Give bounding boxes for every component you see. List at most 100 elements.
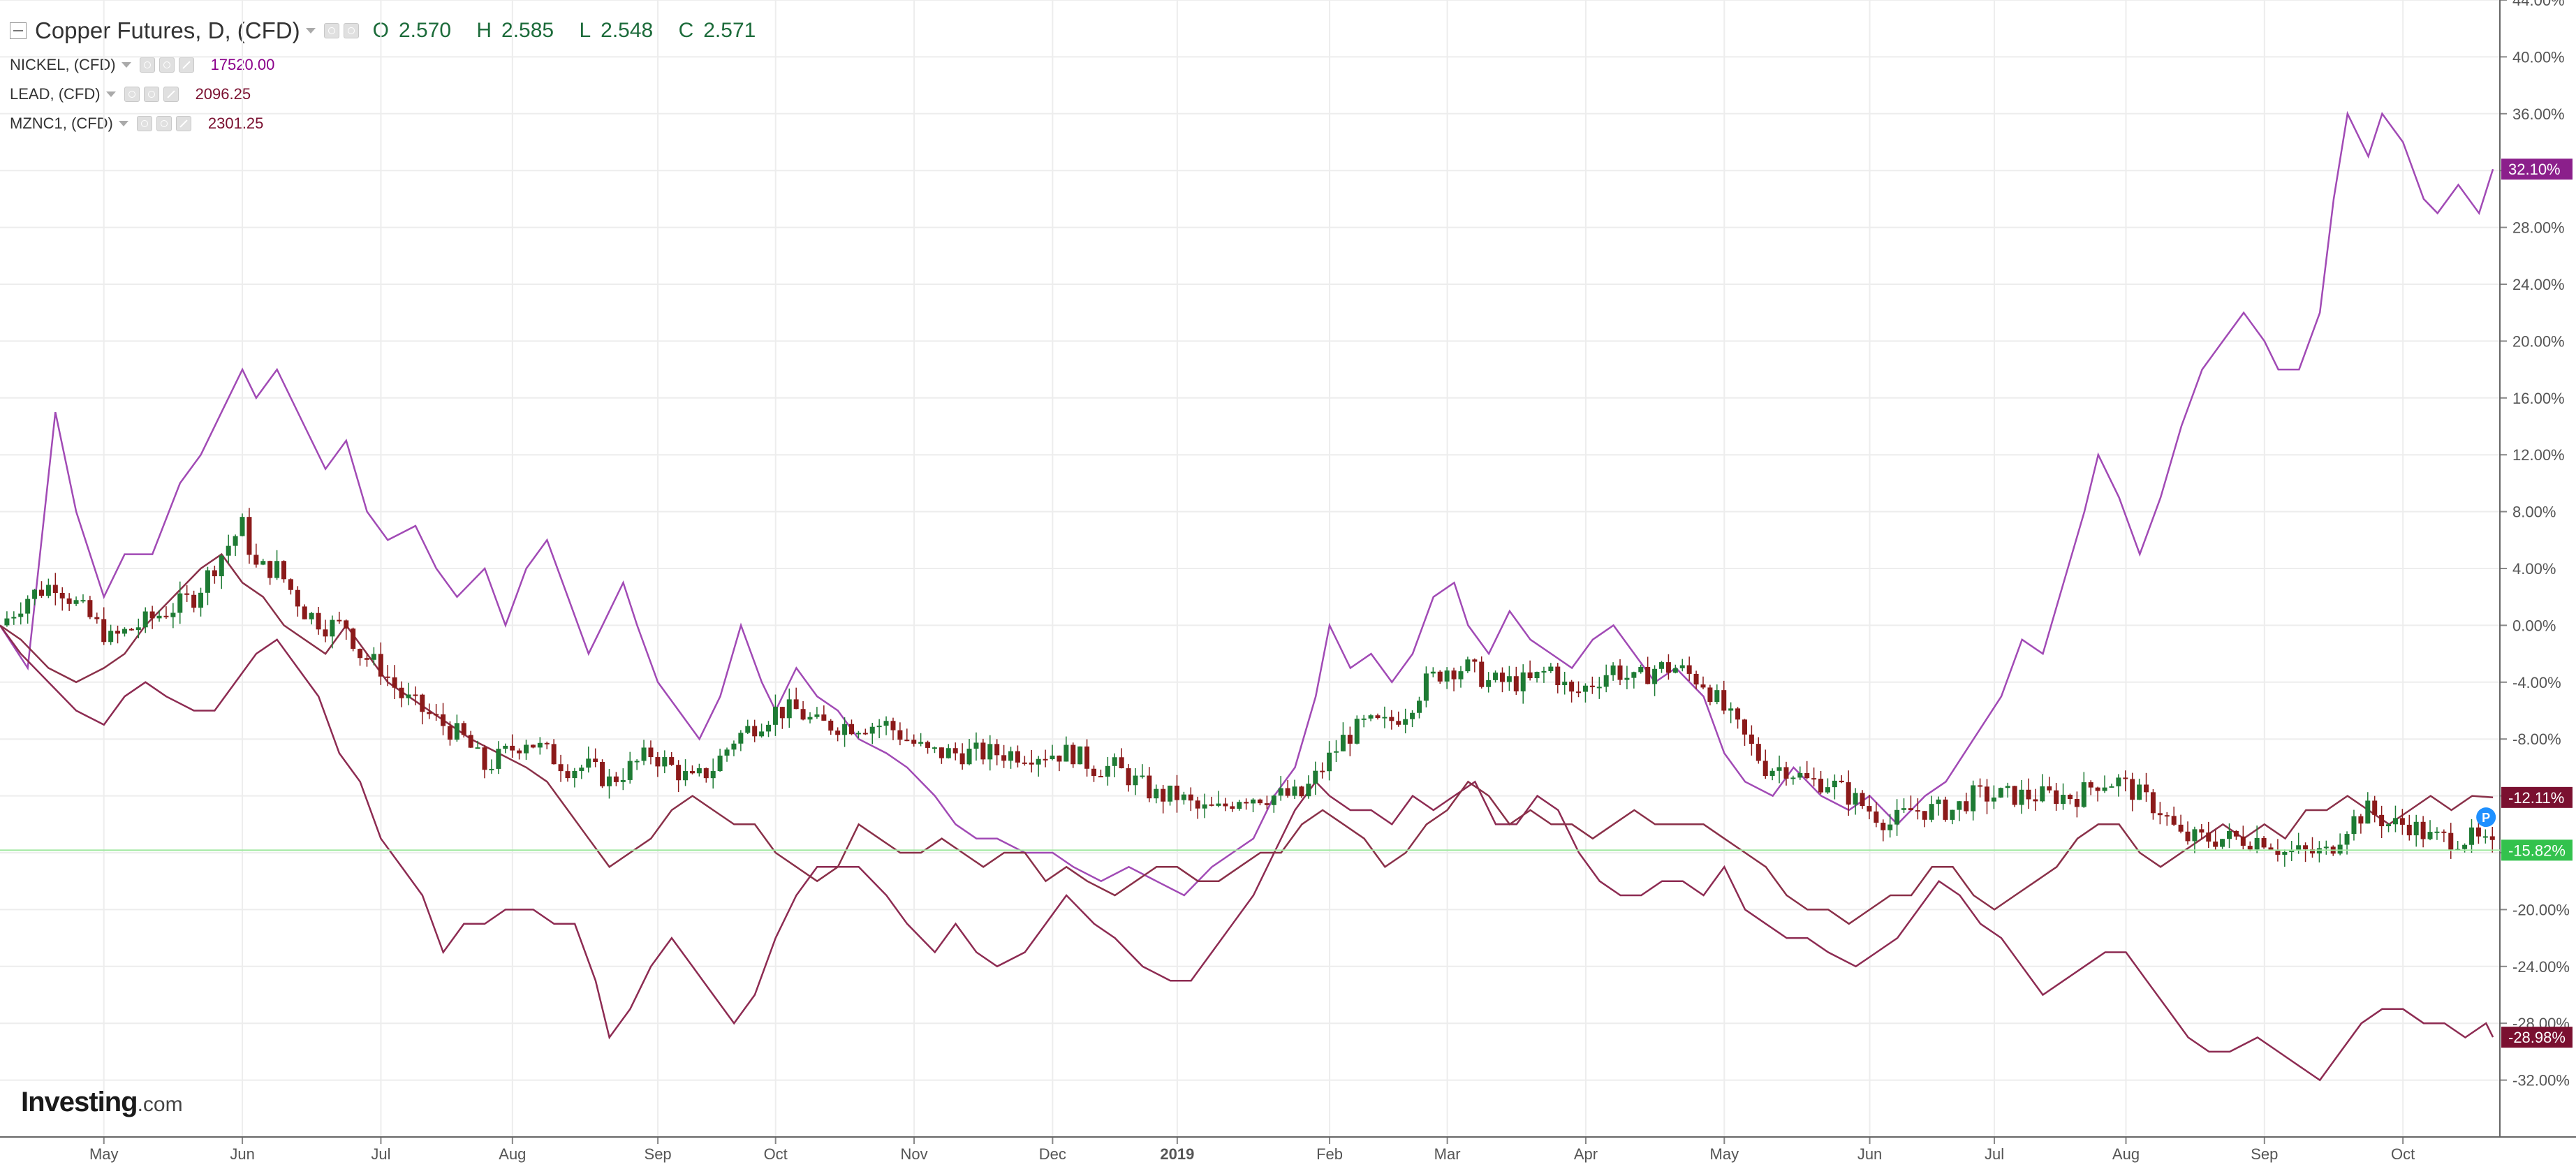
candle-body [2054, 790, 2059, 805]
candle-body [1278, 788, 1283, 796]
candle-body [1991, 797, 1996, 802]
eye-icon[interactable] [124, 87, 140, 102]
y-tick-label: 28.00% [2512, 219, 2565, 237]
candle-body [2005, 786, 2010, 788]
candle-body [745, 726, 751, 733]
candle-body [2413, 821, 2419, 836]
candle-body [18, 613, 24, 617]
candle-body [1527, 672, 1533, 679]
close-icon[interactable] [178, 57, 194, 73]
candle-body [939, 747, 944, 758]
candle-body [371, 654, 376, 660]
candle-body [2469, 827, 2475, 845]
candle-body [1202, 804, 1207, 809]
candle-body [2399, 818, 2405, 825]
candle-body [1347, 735, 1353, 744]
candle-body [32, 589, 38, 599]
candle-body [2406, 824, 2412, 836]
candle-body [904, 740, 910, 742]
chevron-down-icon[interactable] [105, 91, 116, 97]
x-tick-label: May [1710, 1145, 1739, 1163]
eye-icon[interactable] [136, 116, 152, 131]
candle-body [1984, 786, 1989, 802]
close-label: C [678, 19, 694, 42]
candle-body [544, 742, 550, 744]
candle-body [191, 594, 197, 608]
x-tick-label: Nov [900, 1145, 927, 1163]
collapse-legend-icon[interactable] [10, 22, 27, 39]
candle-body [1396, 721, 1401, 725]
candle-body [2033, 799, 2038, 802]
candle-body [2233, 830, 2239, 837]
candle-body [2427, 832, 2433, 839]
candle-body [2067, 795, 2073, 800]
candle-body [219, 555, 224, 577]
candle-body [1271, 795, 1276, 805]
candle-body [1569, 682, 1575, 692]
candle-body [2026, 789, 2031, 800]
candle-body [1762, 761, 1768, 777]
copper-price-tag-label: -15.82% [2508, 842, 2566, 859]
candle-body [724, 749, 730, 756]
chevron-down-icon[interactable] [121, 62, 131, 68]
candle-body [959, 753, 965, 765]
candle-body [1230, 806, 1235, 809]
close-icon[interactable] [163, 87, 179, 102]
candle-body [537, 742, 543, 748]
gear-icon[interactable] [159, 57, 175, 73]
x-tick-label: Dec [1039, 1145, 1066, 1163]
candle-body [911, 740, 917, 744]
candle-body [772, 707, 778, 725]
candle-body [330, 619, 335, 637]
candle-body [932, 747, 937, 749]
candle-body [1188, 794, 1193, 801]
chevron-down-icon[interactable] [118, 121, 128, 126]
candle-body [351, 628, 356, 649]
settings-icon[interactable] [323, 23, 339, 38]
candle-body [226, 545, 231, 556]
candle-body [807, 717, 813, 720]
candle-body [337, 619, 342, 622]
eye-icon[interactable] [139, 57, 155, 73]
candle-body [766, 724, 772, 732]
candle-body [689, 771, 695, 774]
candle-body [876, 726, 882, 728]
candle-body [2482, 836, 2488, 838]
candle-body [420, 694, 425, 712]
candle-body [1617, 665, 1623, 680]
candle-body [156, 615, 162, 619]
candle-body [1354, 719, 1360, 744]
candle-body [1029, 762, 1034, 765]
candle-body [246, 517, 252, 555]
candle-body [1147, 775, 1152, 799]
candle-body [2337, 844, 2343, 854]
candle-body [620, 779, 626, 782]
candle-body [1672, 668, 1678, 673]
candle-body [115, 631, 121, 634]
gear-icon[interactable] [343, 23, 359, 38]
candle-body [447, 726, 452, 740]
candle-body [2081, 782, 2086, 807]
gear-icon[interactable] [143, 87, 159, 102]
candle-body [1084, 746, 1090, 769]
candle-body [1361, 718, 1367, 720]
y-tick-label: 8.00% [2512, 504, 2556, 521]
candle-body [1112, 757, 1117, 766]
candle-body [835, 731, 841, 735]
candle-body [38, 589, 44, 596]
close-icon[interactable] [175, 116, 191, 131]
candle-body [1513, 676, 1519, 691]
candle-body [1631, 672, 1637, 678]
candle-body [662, 757, 668, 767]
copper-price-tag-bg [2501, 839, 2573, 861]
chevron-down-icon[interactable] [305, 28, 316, 34]
candle-body [2344, 834, 2350, 845]
candle-body [323, 629, 328, 637]
low-value: 2.548 [601, 19, 654, 42]
x-tick-label: Apr [1574, 1145, 1598, 1163]
candle-body [1978, 785, 1983, 787]
candle-body [862, 733, 868, 735]
gear-icon[interactable] [156, 116, 172, 131]
candle-body [1070, 744, 1076, 765]
